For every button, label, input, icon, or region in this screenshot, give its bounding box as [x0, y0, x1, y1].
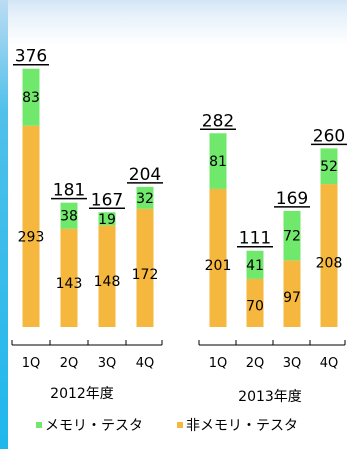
bar-memory-4	[136, 186, 154, 209]
data-label-memory-5: 81	[209, 154, 227, 170]
bar-memory-3	[98, 212, 116, 226]
data-label-non-memory-6: 70	[246, 298, 264, 314]
bar-memory-6	[246, 250, 264, 279]
bar-memory-5	[209, 133, 227, 189]
tick-label-7: 3Q	[283, 356, 302, 371]
tick-label-2: 2Q	[60, 356, 79, 371]
data-label-non-memory-2: 143	[56, 276, 83, 292]
total-label-8: 260	[313, 126, 345, 146]
legend-label-non-memory-tester: 非メモリ・テスタ	[186, 418, 298, 434]
total-label-2: 181	[53, 181, 85, 201]
left-accent-stripe	[0, 0, 8, 449]
data-label-non-memory-4: 172	[132, 267, 159, 283]
total-label-7: 169	[276, 189, 308, 209]
data-label-non-memory-3: 148	[94, 274, 121, 290]
bar-non-memory-2	[60, 228, 78, 327]
bar-memory-2	[60, 202, 78, 229]
bar-non-memory-6	[246, 278, 264, 327]
legend-item-memory-tester: メモリ・テスタ	[36, 415, 143, 435]
total-label-5: 282	[202, 111, 234, 131]
data-label-memory-8: 52	[320, 159, 338, 175]
total-label-6: 111	[239, 229, 271, 249]
tick-label-5: 1Q	[209, 356, 228, 371]
bar-non-memory-8	[320, 184, 338, 327]
data-label-memory-3: 19	[98, 212, 116, 228]
total-label-1: 376	[15, 47, 47, 67]
bar-memory-8	[320, 148, 338, 185]
data-label-memory-6: 41	[246, 258, 264, 274]
total-label-3: 167	[91, 190, 123, 210]
data-label-memory-4: 32	[136, 191, 154, 207]
bar-non-memory-7	[283, 260, 301, 327]
year-label-2013: 2013年度	[238, 389, 302, 405]
legend-item-non-memory-tester: 非メモリ・テスタ	[177, 415, 298, 435]
bar-memory-7	[283, 210, 301, 261]
bar-non-memory-5	[209, 188, 227, 327]
tick-label-6: 2Q	[246, 356, 265, 371]
tick-label-3: 3Q	[98, 356, 117, 371]
tick-label-8: 4Q	[320, 356, 339, 371]
tick-label-4: 4Q	[136, 356, 155, 371]
legend: メモリ・テスタ 非メモリ・テスタ	[36, 415, 332, 435]
total-label-4: 204	[129, 165, 161, 185]
data-label-non-memory-1: 293	[18, 229, 45, 245]
data-label-non-memory-8: 208	[316, 256, 343, 272]
data-label-memory-7: 72	[283, 229, 301, 245]
bar-non-memory-1	[22, 125, 40, 327]
legend-swatch-non-memory-tester	[177, 422, 183, 428]
legend-swatch-memory-tester	[36, 422, 42, 428]
tick-label-1: 1Q	[22, 356, 41, 371]
data-label-non-memory-7: 97	[283, 290, 301, 306]
data-label-memory-2: 38	[60, 209, 78, 225]
bar-memory-1	[22, 68, 40, 126]
bar-non-memory-4	[136, 208, 154, 327]
data-label-memory-1: 83	[22, 90, 40, 106]
data-label-non-memory-5: 201	[205, 258, 232, 274]
bar-non-memory-3	[98, 225, 116, 327]
legend-label-memory-tester: メモリ・テスタ	[45, 418, 143, 434]
year-label-2012: 2012年度	[50, 386, 114, 402]
